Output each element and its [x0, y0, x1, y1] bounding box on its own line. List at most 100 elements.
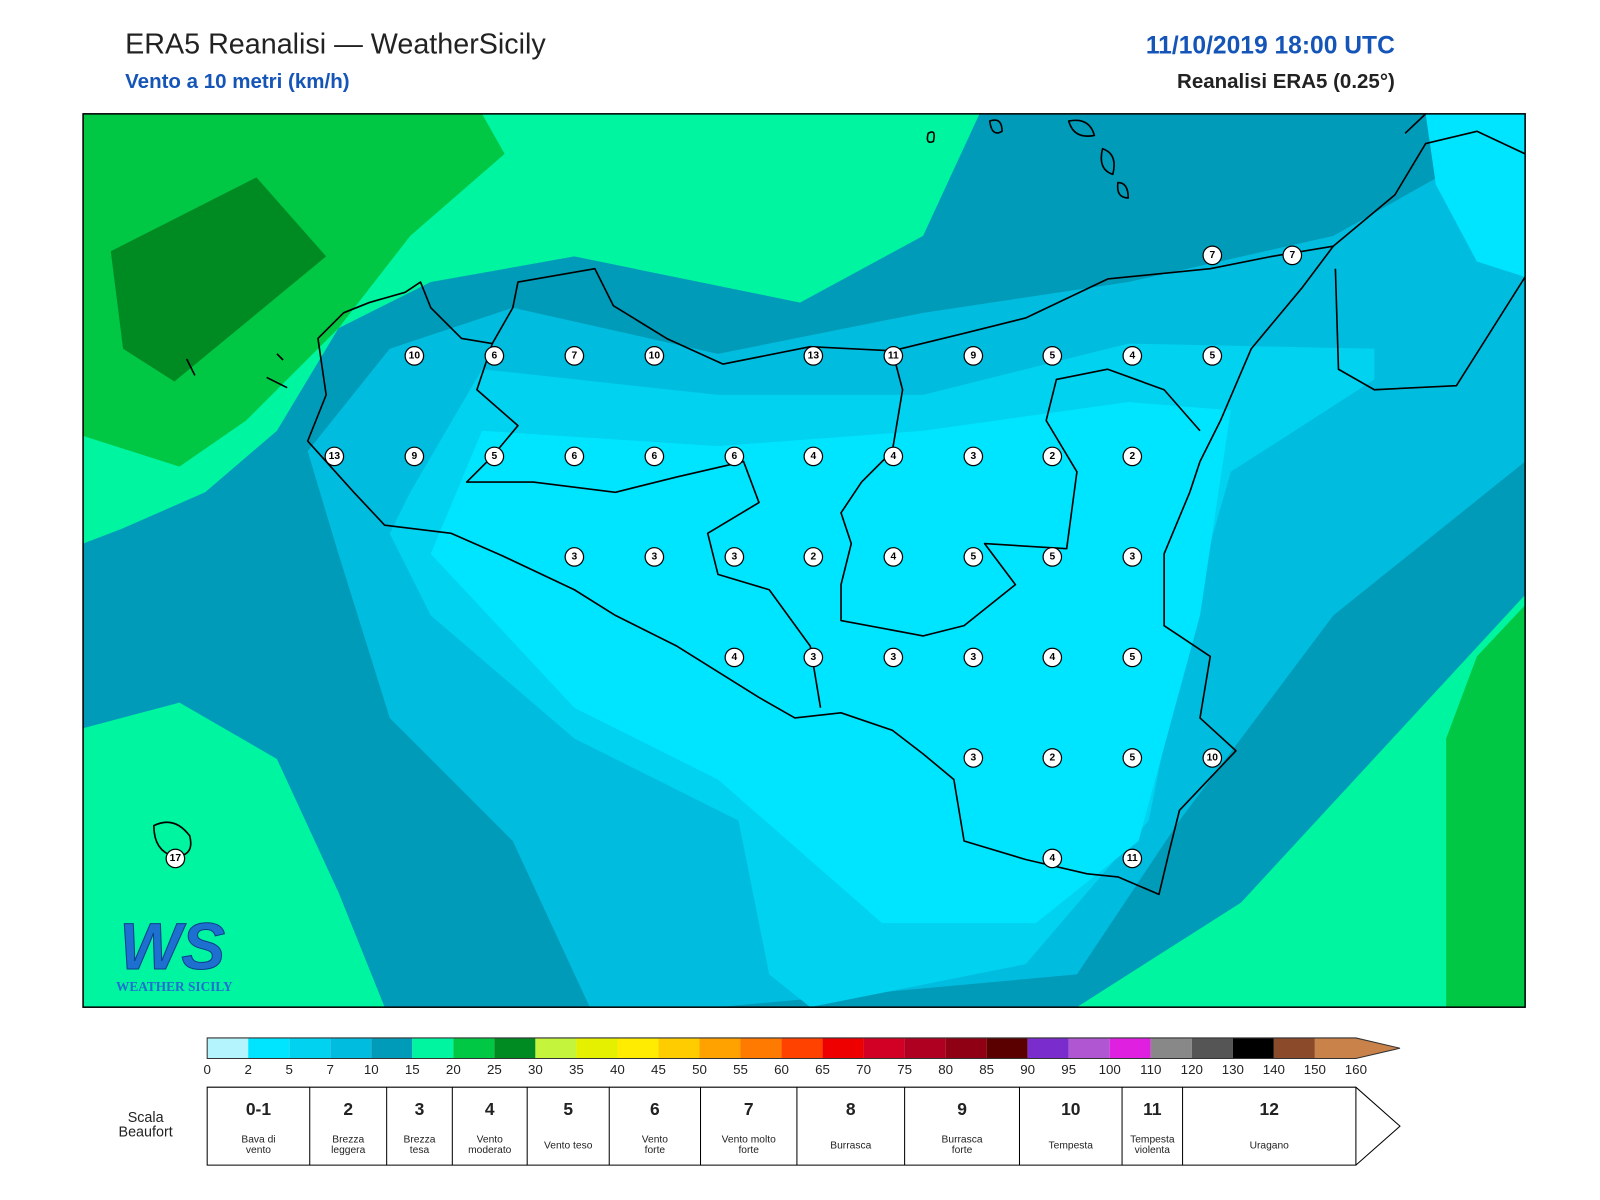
- beaufort-force: 5: [563, 1099, 573, 1119]
- color-bin: [1027, 1037, 1069, 1059]
- station-marker: [644, 446, 665, 467]
- color-bin: [699, 1037, 741, 1059]
- station-marker: [1122, 547, 1143, 567]
- beaufort-desc: forte: [952, 1145, 973, 1156]
- beaufort-desc: Burrasca: [942, 1135, 983, 1146]
- coastline: [1332, 113, 1526, 391]
- station-value: 3: [970, 451, 976, 462]
- color-bin: [1109, 1037, 1151, 1059]
- station-value: 7: [1209, 250, 1215, 261]
- beaufort-desc: Vento teso: [544, 1141, 593, 1152]
- subtitle: Vento a 10 metri (km/h): [125, 70, 349, 93]
- station-marker: [1042, 346, 1063, 366]
- color-bin: [904, 1037, 946, 1059]
- station-marker: [1122, 848, 1143, 869]
- field: [110, 177, 327, 382]
- colorbar-tick-label: 0: [203, 1062, 210, 1077]
- colorbar-tick-label: 7: [327, 1062, 334, 1077]
- beaufort-desc: Uragano: [1250, 1141, 1290, 1152]
- station-value: 4: [1129, 350, 1135, 361]
- station-marker: [1282, 245, 1303, 266]
- station-marker: [1202, 748, 1223, 768]
- beaufort-desc: moderato: [468, 1145, 512, 1156]
- beaufort-desc: forte: [738, 1145, 759, 1156]
- station-value: 4: [1049, 652, 1055, 663]
- colorbar-tick-label: 2: [244, 1062, 251, 1077]
- beaufort-label: Beaufort: [119, 1124, 173, 1140]
- station-marker: [724, 547, 745, 567]
- station-value: 4: [732, 652, 738, 663]
- station-marker: [803, 647, 824, 668]
- station-value: 4: [890, 551, 896, 562]
- station-value: 9: [970, 350, 976, 361]
- station-value: 13: [808, 350, 820, 361]
- colorbar-tick-label: 20: [446, 1062, 461, 1077]
- station-value: 4: [810, 451, 816, 462]
- station-value: 7: [572, 350, 578, 361]
- station-marker: [803, 547, 824, 567]
- color-bin: [330, 1037, 372, 1059]
- colorbar-tick-label: 5: [286, 1062, 293, 1077]
- source: Reanalisi ERA5 (0.25°): [1177, 70, 1395, 93]
- coastline: [306, 245, 1335, 896]
- beaufort-force: 3: [415, 1099, 425, 1119]
- station-value: 5: [1049, 551, 1055, 562]
- colorbar-tick-label: 160: [1345, 1062, 1367, 1077]
- color-bin: [1191, 1037, 1233, 1059]
- station-value: 2: [1049, 752, 1055, 763]
- station-marker: [963, 446, 984, 467]
- colorbar-tick-label: 140: [1263, 1062, 1285, 1077]
- station-value: 5: [1129, 652, 1135, 663]
- beaufort-force: 4: [485, 1099, 495, 1119]
- station-marker: [803, 346, 824, 366]
- colorbar: 0 2 5 7 10 15 20 25 30 35 40 45 50 55 60 65 70 75 80 85 90 95…: [203, 1037, 1401, 1077]
- station-value: 6: [732, 451, 738, 462]
- color-bin: [412, 1037, 454, 1059]
- station-marker: [883, 446, 904, 467]
- color-bin: [453, 1037, 495, 1059]
- colorbar-tick-label: 25: [487, 1062, 502, 1077]
- beaufort-force: 2: [343, 1099, 353, 1119]
- color-bin: [863, 1037, 905, 1059]
- beaufort-label: Scala: [128, 1110, 164, 1126]
- beaufort-desc: tesa: [410, 1145, 430, 1156]
- station-marker: [883, 346, 904, 366]
- color-bin: [1068, 1037, 1110, 1059]
- station-value: 5: [492, 451, 498, 462]
- beaufort-desc: vento: [246, 1145, 271, 1156]
- beaufort-force: 6: [650, 1099, 660, 1119]
- station-marker: [484, 346, 505, 366]
- station-value: 6: [652, 451, 658, 462]
- color-bin: [207, 1037, 249, 1059]
- beaufort-force: 10: [1061, 1099, 1080, 1119]
- beaufort-desc: Vento: [642, 1135, 669, 1146]
- station-marker: [1122, 647, 1143, 668]
- station-marker: [165, 848, 186, 869]
- colorbar-tick-label: 150: [1304, 1062, 1326, 1077]
- station-value: 6: [572, 451, 578, 462]
- beaufort-desc: Tempesta: [1049, 1141, 1094, 1152]
- station-marker: [644, 547, 665, 567]
- station-value: 11: [888, 350, 899, 361]
- color-bin: [781, 1037, 823, 1059]
- color-bin: [494, 1037, 536, 1059]
- beaufort-force: 11: [1143, 1099, 1162, 1119]
- color-bin: [1314, 1037, 1400, 1059]
- station-marker: [564, 446, 585, 467]
- colorbar-tick-label: 30: [528, 1062, 543, 1077]
- station-value: 3: [732, 551, 738, 562]
- station-value: 6: [492, 350, 498, 361]
- beaufort-desc: Bava di: [241, 1135, 275, 1146]
- station-marker: [1202, 245, 1223, 266]
- title: ERA5 Reanalisi — WeatherSicily: [125, 28, 546, 60]
- colorbar-tick-label: 60: [774, 1062, 789, 1077]
- station-marker: [883, 647, 904, 668]
- color-bin: [371, 1037, 413, 1059]
- station-value: 4: [1049, 853, 1055, 864]
- stations: 7 7 10 6 7 10 13 11 9 5 4 5 13 9 5 6 6 6 4 4 3 2 2 3 3 3 2 4 5 5 3 4 3 3 3…: [165, 245, 1303, 869]
- station-marker: [803, 446, 824, 467]
- station-value: 7: [1289, 250, 1295, 261]
- colorbar-tick-label: 50: [692, 1062, 707, 1077]
- station-value: 5: [1209, 350, 1215, 361]
- station-marker: [963, 346, 984, 366]
